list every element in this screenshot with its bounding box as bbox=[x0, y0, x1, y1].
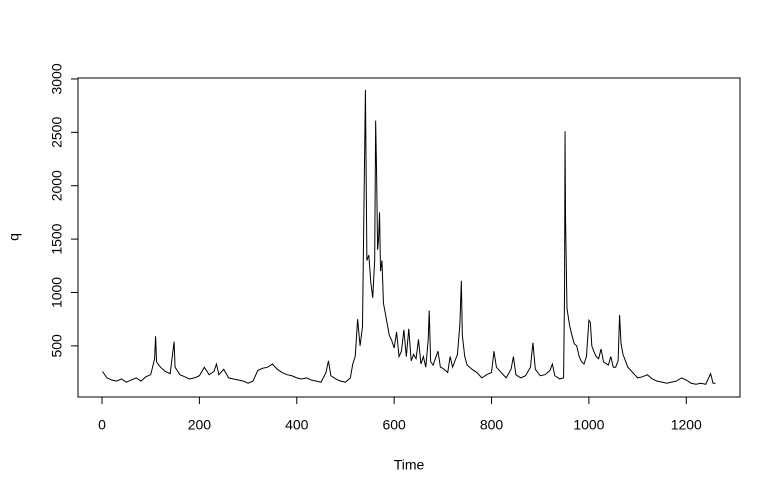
x-tick-label: 400 bbox=[285, 417, 309, 433]
x-tick-label: 0 bbox=[98, 417, 106, 433]
x-tick-label: 800 bbox=[480, 417, 504, 433]
y-tick-label: 1500 bbox=[49, 223, 65, 254]
y-tick-label: 1000 bbox=[49, 277, 65, 308]
x-tick-label: 1200 bbox=[671, 417, 702, 433]
y-axis-label: q bbox=[6, 233, 22, 241]
plot-box bbox=[77, 77, 741, 398]
y-tick-label: 2000 bbox=[49, 170, 65, 201]
y-tick-label: 3000 bbox=[49, 63, 65, 94]
y-tick-label: 2500 bbox=[49, 117, 65, 148]
x-tick-label: 600 bbox=[382, 417, 406, 433]
x-tick-label: 200 bbox=[188, 417, 212, 433]
series-line bbox=[102, 89, 716, 385]
y-tick-label: 500 bbox=[49, 334, 65, 358]
x-axis-label: Time bbox=[394, 457, 425, 473]
x-tick-label: 1000 bbox=[573, 417, 604, 433]
